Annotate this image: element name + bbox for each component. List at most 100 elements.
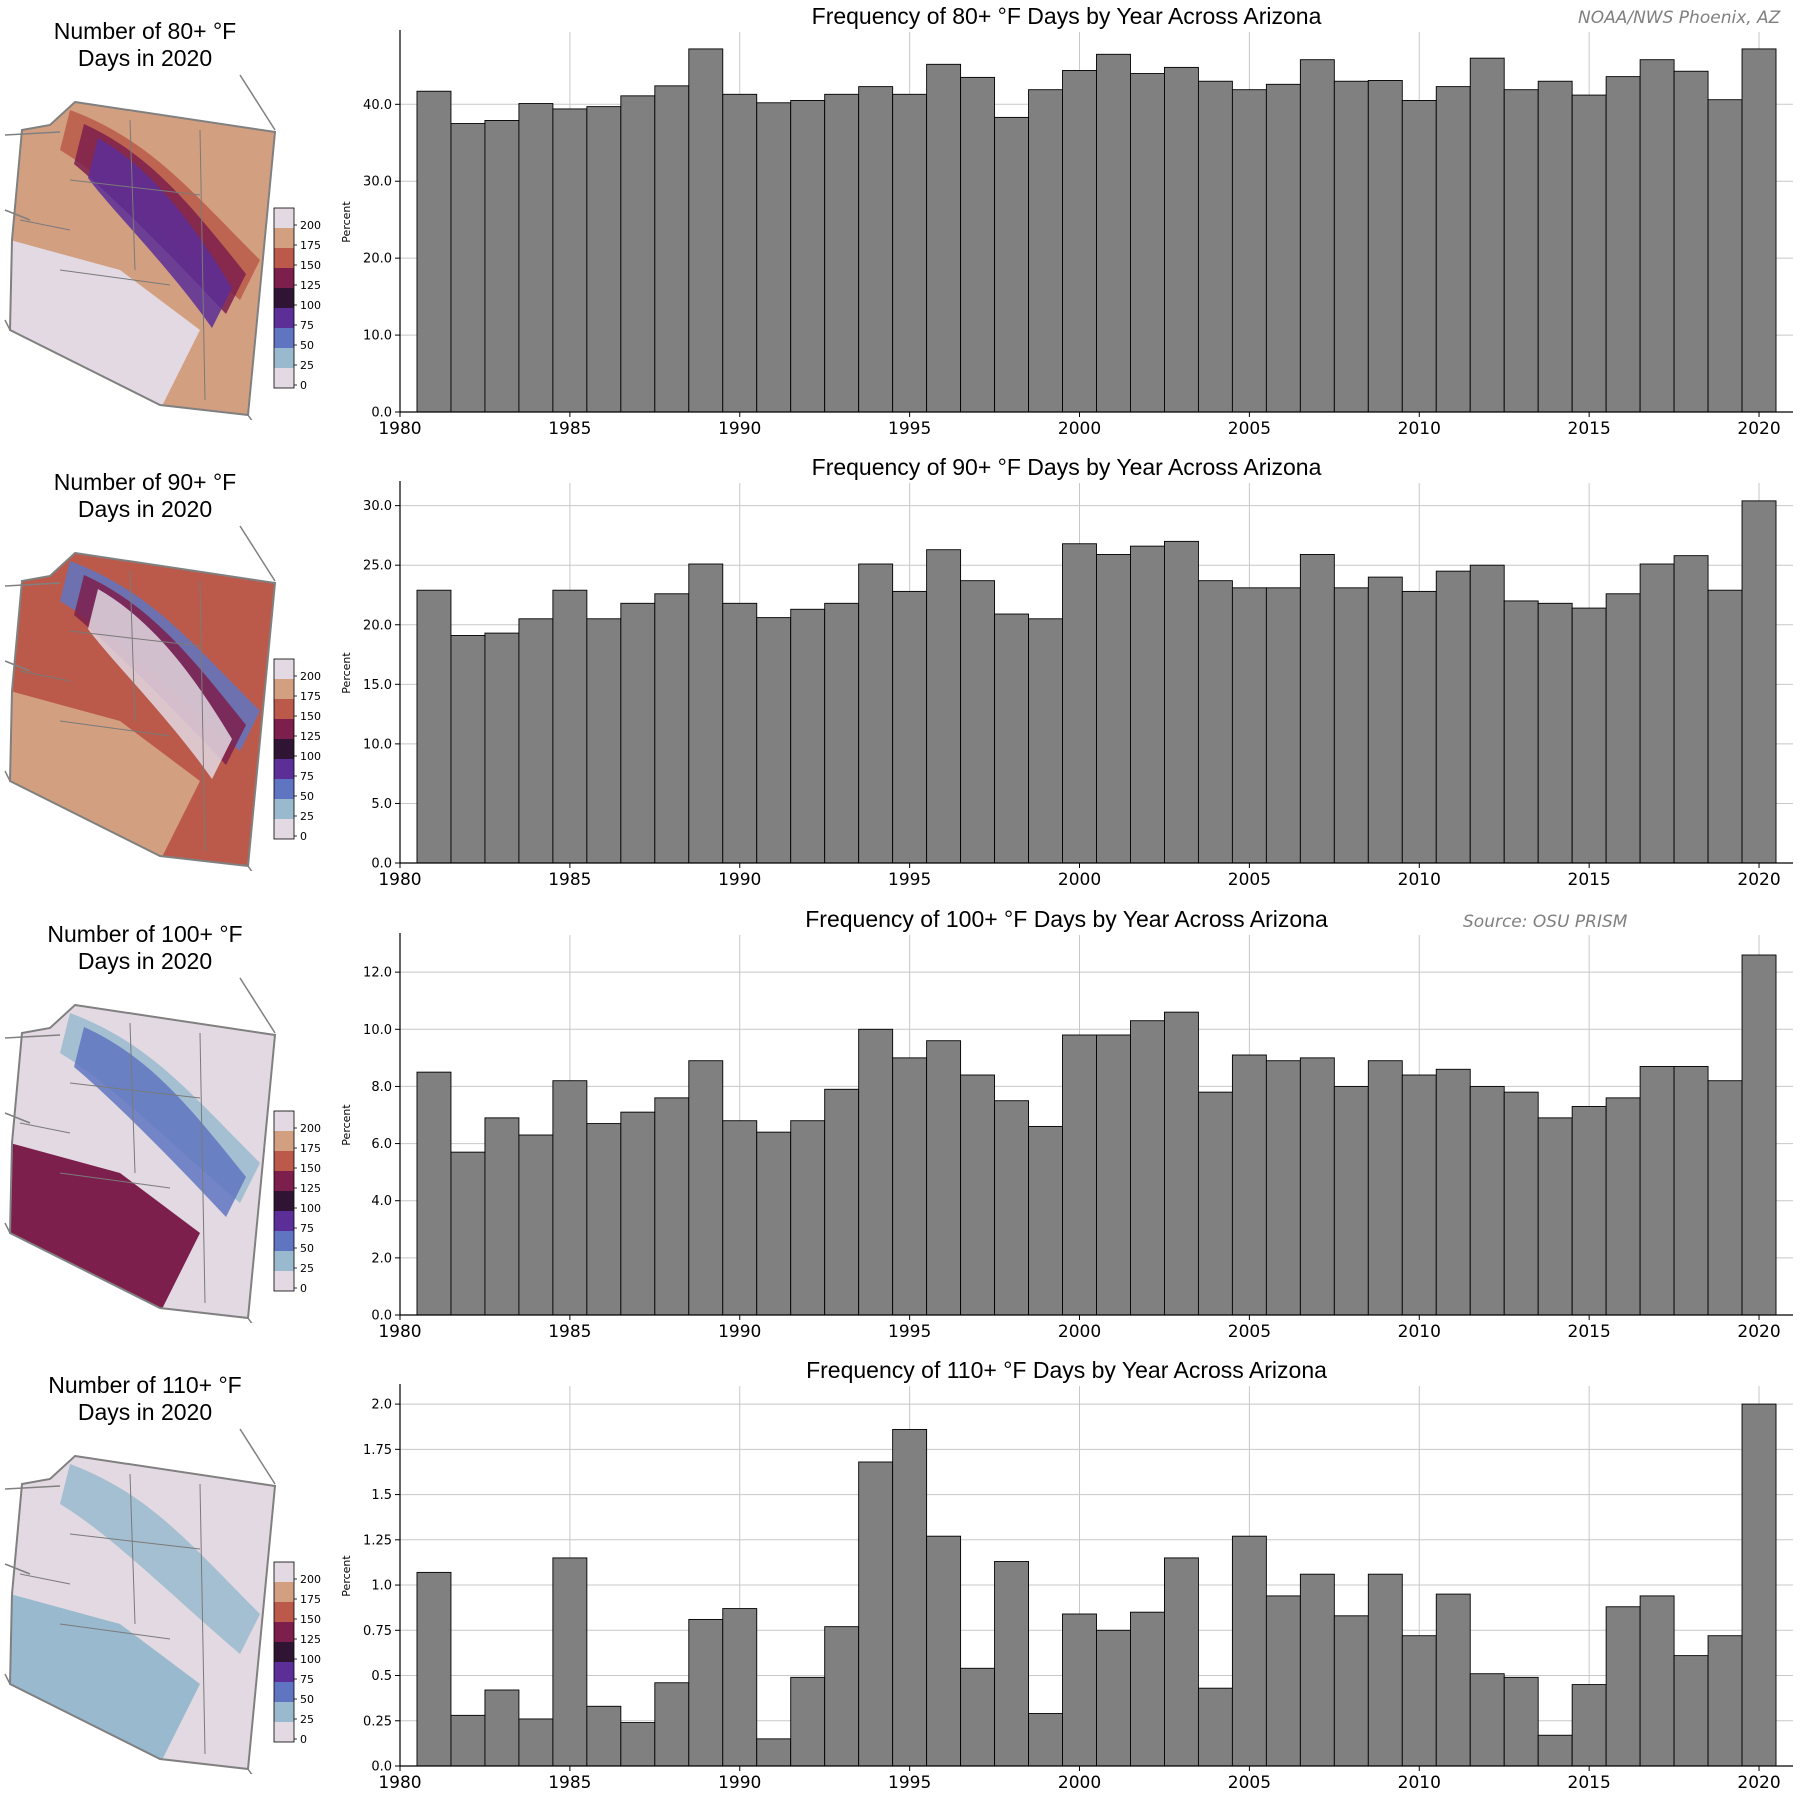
colorbar-segment [274, 739, 294, 759]
border-line [4, 582, 61, 587]
bar-chart: 1980 1985 1990 1995 2000 2005 2010 2015 2020 0.0 1… [340, 3, 1793, 439]
border-line [4, 319, 11, 331]
y-tick-label: 0.0 [371, 857, 392, 872]
bar [1164, 540, 1199, 864]
source-credit: Source: OSU PRISM [1463, 912, 1628, 932]
x-tick-label: 1995 [888, 1322, 931, 1342]
y-tick-label: 20.0 [363, 618, 392, 633]
colorbar-segment [274, 779, 294, 799]
county-line [69, 1533, 201, 1550]
colorbar-tick-label: 125 [300, 279, 321, 292]
bar [518, 103, 554, 413]
y-tick-label: 2.0 [371, 1251, 392, 1266]
bar [1197, 1687, 1233, 1767]
bar [994, 1561, 1029, 1767]
bar [1639, 563, 1675, 864]
bar [552, 589, 588, 864]
y-tick-label: 40.0 [363, 98, 392, 113]
bar [586, 1705, 622, 1767]
colorbar-frame [273, 658, 295, 840]
bar [1197, 580, 1233, 864]
bar [1707, 99, 1743, 413]
colorbar-segment [274, 679, 294, 699]
colorbar-segment [274, 659, 294, 679]
bar [722, 602, 758, 864]
arizona-map [4, 977, 277, 1323]
map-fill [10, 102, 275, 415]
colorbar-segment [274, 1151, 294, 1171]
colorbar-tick-label: 50 [300, 1242, 314, 1255]
map-title-line1: Number of 110+ °F [48, 1372, 242, 1398]
bar [1503, 89, 1539, 413]
x-tick-label: 2000 [1058, 1322, 1101, 1342]
bar [552, 1557, 588, 1767]
y-tick-label: 10.0 [363, 329, 392, 344]
bar [1673, 70, 1709, 413]
bar [1503, 1091, 1539, 1316]
x-tick-label: 2010 [1398, 1322, 1441, 1342]
bar [1435, 1593, 1471, 1767]
border-line [4, 131, 61, 136]
bar [1096, 53, 1131, 413]
bar [1707, 589, 1743, 864]
colorbar: 200 175 150 125 100 75 50 25 0 [273, 207, 321, 392]
x-tick-label: 2020 [1737, 1322, 1780, 1342]
row-90: Number of 90+ °F Days in 2020 200 175 150 1… [0, 451, 1808, 902]
colorbar-segment [274, 208, 294, 228]
bar [1265, 1595, 1301, 1767]
map-desert-region [10, 1594, 200, 1764]
colorbar-segment [274, 699, 294, 719]
x-tick-label: 2000 [1058, 870, 1101, 890]
bar [892, 1428, 928, 1767]
colorbar-segment [274, 328, 294, 348]
colorbar-tick-label: 150 [300, 259, 321, 272]
bar [790, 608, 826, 864]
bar [450, 1714, 486, 1767]
bar [416, 1571, 452, 1767]
bar [824, 602, 860, 864]
border-line [4, 770, 11, 782]
map-title-line2: Days in 2020 [77, 948, 213, 974]
x-tick-label: 2010 [1398, 419, 1441, 439]
colorbar-segment [274, 1642, 294, 1662]
row-100: Number of 100+ °F Days in 2020 200 175 150… [0, 903, 1808, 1354]
bar [1605, 593, 1641, 864]
colorbar-segment [274, 1191, 294, 1211]
colorbar: 200 175 150 125 100 75 50 25 0 [273, 658, 321, 843]
colorbar-tick-label: 25 [300, 810, 314, 823]
bar [1741, 500, 1777, 864]
bar [926, 63, 962, 413]
map-title-line2: Days in 2020 [77, 45, 213, 71]
bar [1299, 1573, 1335, 1767]
map-title-line1: Number of 90+ °F [53, 469, 237, 495]
border-line [4, 660, 31, 672]
colorbar-segment [274, 248, 294, 268]
colorbar-tick-label: 125 [300, 1182, 321, 1195]
map-title-line1: Number of 80+ °F [53, 18, 237, 44]
bar [858, 563, 894, 864]
colorbar-segment [274, 1722, 294, 1742]
map-title: Number of 100+ °F Days in 2020 [0, 921, 290, 975]
bar [1062, 1613, 1097, 1767]
colorbar-segment [274, 348, 294, 368]
bar [1537, 602, 1573, 864]
county-line [59, 269, 171, 286]
bar-chart: 1980 1985 1990 1995 2000 2005 2010 2015 2020 0.0 2… [340, 906, 1793, 1342]
bar [518, 1134, 554, 1316]
bar [586, 1123, 622, 1316]
county-line [19, 670, 71, 682]
map-title-line2: Days in 2020 [77, 496, 213, 522]
y-tick-label: 10.0 [363, 737, 392, 752]
bar [1537, 1734, 1573, 1767]
bar [1333, 1615, 1369, 1767]
bar [1707, 1080, 1743, 1316]
x-tick-label: 1995 [888, 1773, 931, 1793]
colorbar-segment [274, 1662, 294, 1682]
bar [1605, 1097, 1641, 1316]
bar [654, 1682, 690, 1767]
bar [1707, 1635, 1743, 1767]
bar [1164, 1557, 1199, 1767]
bar [1299, 554, 1335, 864]
bar-chart: 1980 1985 1990 1995 2000 2005 2010 2015 2020 0.0 0… [340, 1357, 1793, 1793]
bar [688, 1060, 724, 1316]
